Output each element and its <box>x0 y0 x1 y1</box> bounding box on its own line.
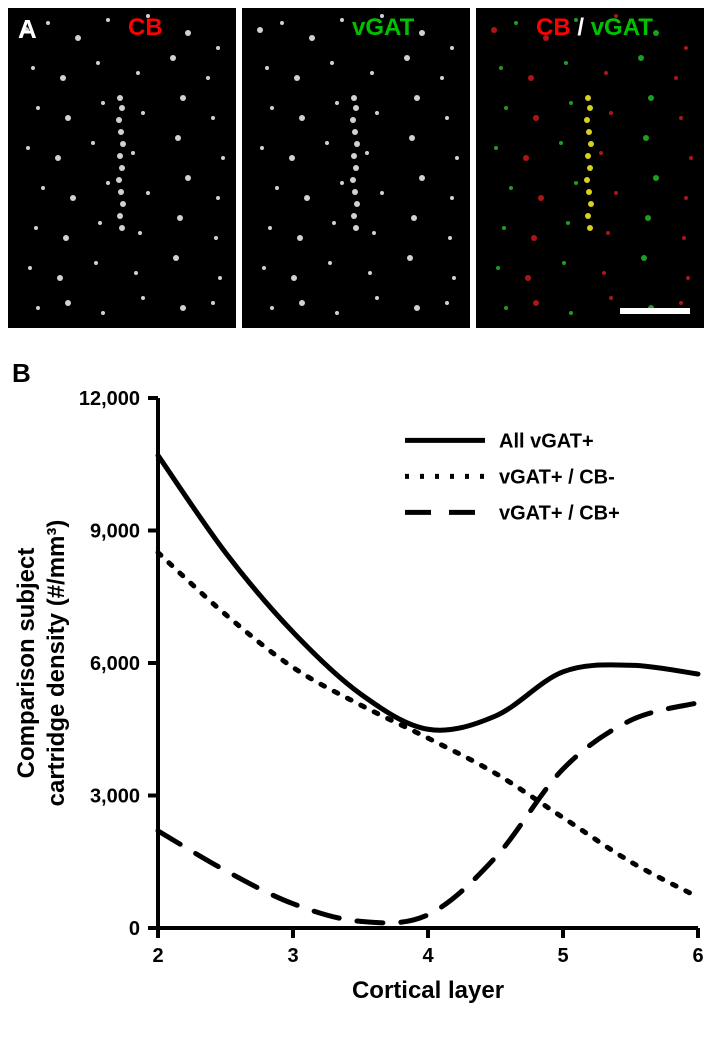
svg-text:6: 6 <box>692 945 703 967</box>
micrograph-svg <box>242 8 470 328</box>
micrograph-svg <box>476 8 704 328</box>
svg-text:4: 4 <box>422 945 434 967</box>
svg-text:5: 5 <box>557 945 568 967</box>
chart-svg: 2 3 4 5 6 0 3,000 6,000 9,000 12,000 Cortical laye… <box>8 358 716 1028</box>
micrograph-0: A CB <box>8 8 236 328</box>
channel-label: vGAT <box>352 14 414 42</box>
svg-text:vGAT+ / CB-: vGAT+ / CB- <box>499 466 615 488</box>
panel-a-label: A <box>18 14 37 45</box>
svg-text:3: 3 <box>287 945 298 967</box>
panel-b: B 2345603,0006,0009,00012,000Cortical la… <box>8 358 716 1028</box>
panel-a-row: A CB vGAT CB / vGAT <box>8 8 716 328</box>
svg-text:3,000: 3,000 <box>90 786 140 808</box>
figure-root: ACBvGATCB / vGAT B 2345603,0006,0009,000… <box>0 0 724 1050</box>
svg-text:All vGAT+: All vGAT+ <box>499 430 594 452</box>
series-all-vgat- <box>158 455 698 730</box>
svg-text:Cortical layer: Cortical layer <box>352 977 504 1004</box>
svg-text:Comparison subjectcartridge de: Comparison subjectcartridge density (#/m… <box>13 520 70 807</box>
channel-label: CB <box>128 14 163 42</box>
micrograph-2: CB / vGAT <box>476 8 704 328</box>
svg-text:2: 2 <box>152 945 163 967</box>
svg-text:0: 0 <box>129 918 140 940</box>
scale-bar <box>620 308 690 314</box>
micrograph-1: vGAT <box>242 8 470 328</box>
svg-text:vGAT+ / CB+: vGAT+ / CB+ <box>499 502 620 524</box>
micrograph-svg <box>8 8 236 328</box>
svg-text:12,000: 12,000 <box>79 388 140 410</box>
series-vgat-cb- <box>158 553 698 898</box>
svg-text:6,000: 6,000 <box>90 653 140 675</box>
svg-text:9,000: 9,000 <box>90 521 140 543</box>
channel-label: CB / vGAT <box>536 14 653 42</box>
